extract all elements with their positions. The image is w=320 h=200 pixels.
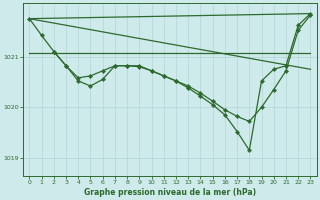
X-axis label: Graphe pression niveau de la mer (hPa): Graphe pression niveau de la mer (hPa) <box>84 188 256 197</box>
